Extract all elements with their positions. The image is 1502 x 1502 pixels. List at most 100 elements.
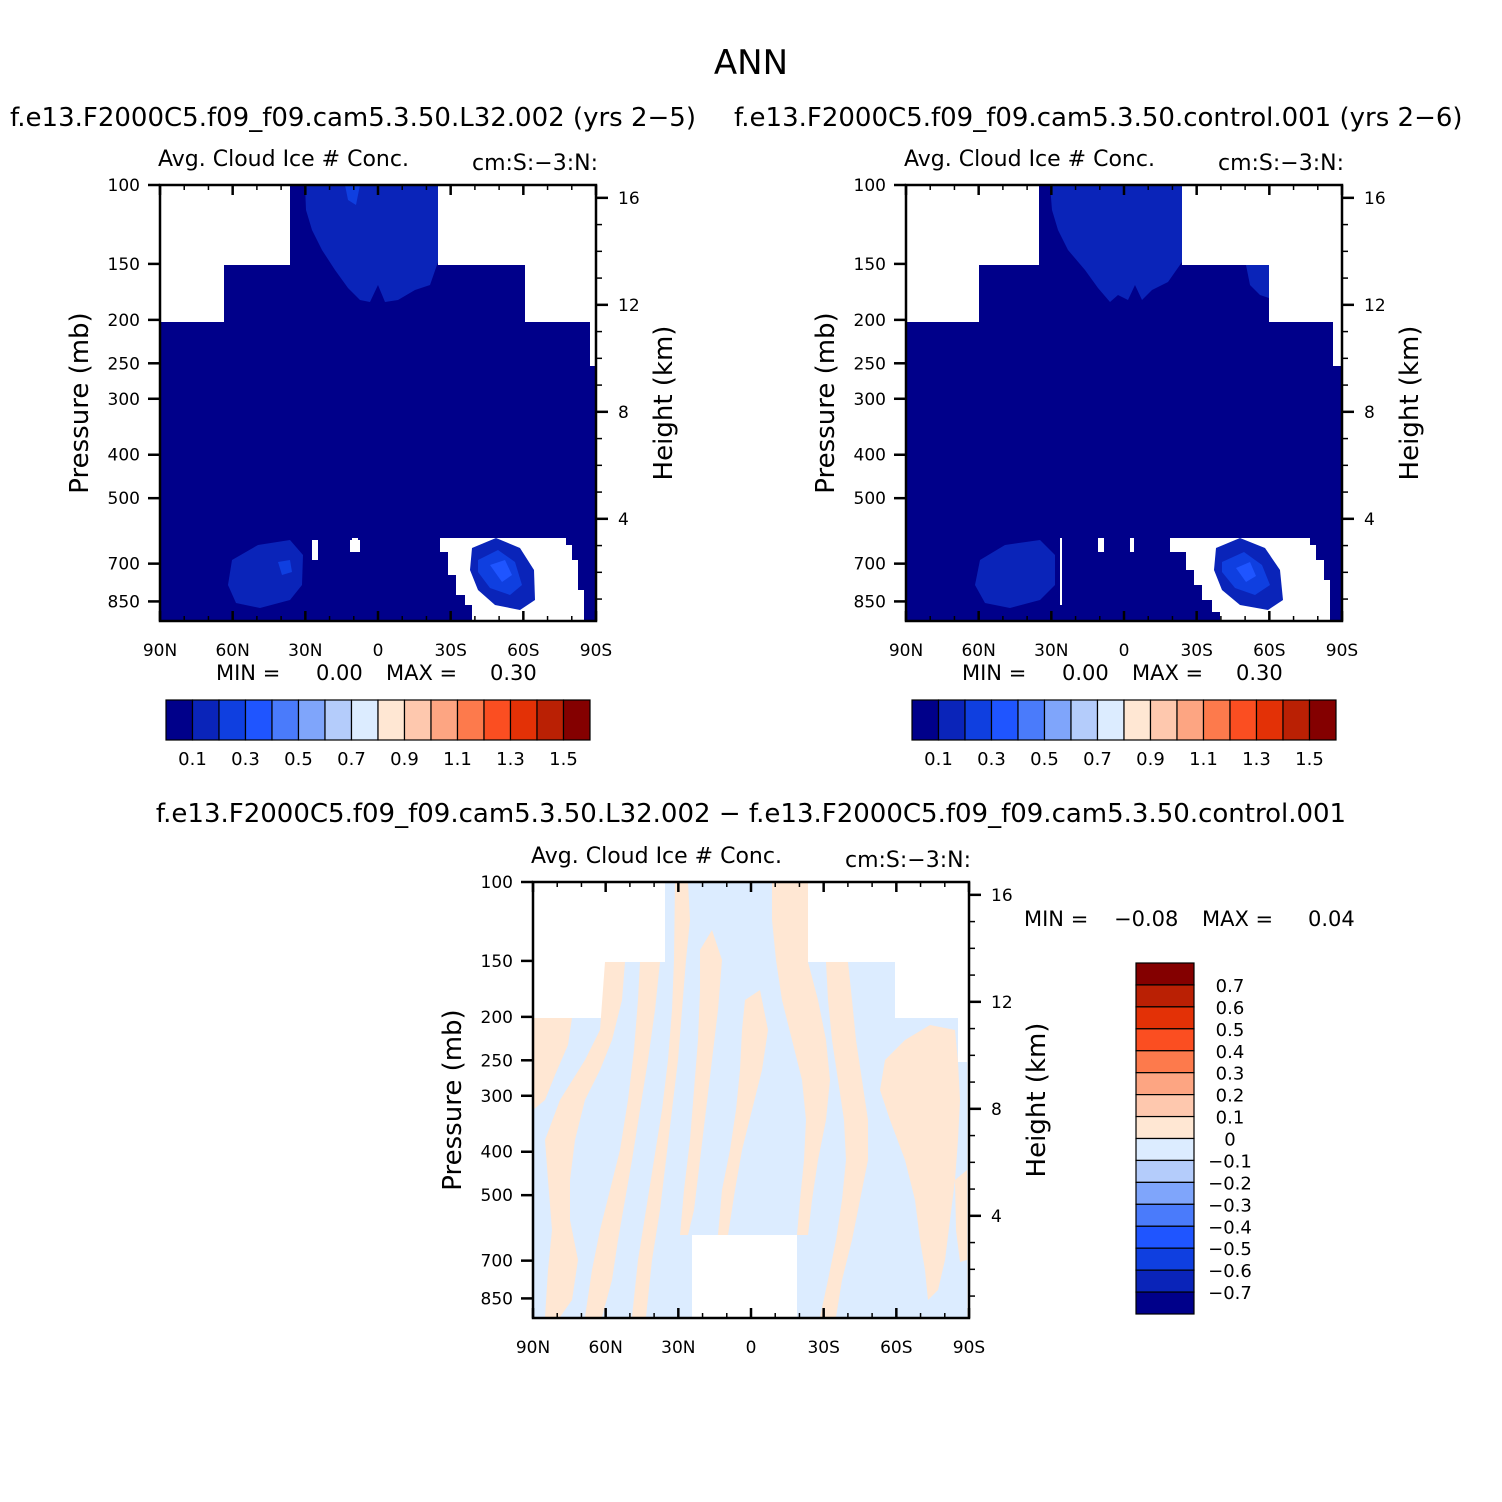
x-tick-label: 90N	[889, 641, 923, 661]
panel3-contour-field	[533, 882, 967, 1317]
colorbar-label: 0.9	[390, 749, 419, 770]
panel3-subtitle-right: cm:S:−3:N:	[845, 848, 971, 873]
y2-tick-label: 12	[618, 296, 640, 316]
panel-bottom-difference: f.e13.F2000C5.f09_f09.cam5.3.50.L32.002 …	[156, 799, 1355, 1358]
colorbar-swatch	[1255, 699, 1284, 741]
panel3-min-value: −0.08	[1114, 907, 1178, 931]
colorbar-swatch	[1135, 1094, 1195, 1118]
x-tick-label: 30N	[288, 641, 322, 661]
colorbar-label: 1.1	[443, 749, 472, 770]
y-tick-label: 250	[481, 1051, 513, 1071]
colorbar-label: 0.7	[1216, 976, 1245, 997]
x-tick-label: 60N	[588, 1338, 622, 1358]
panel-top-left: f.e13.F2000C5.f09_f09.cam5.3.50.L32.002 …	[10, 103, 696, 770]
page-title: ANN	[714, 43, 788, 83]
x-tick-label: 0	[1119, 641, 1130, 661]
panel1-y2-axis: 16 12 8 4	[596, 189, 640, 600]
y-tick-label: 850	[481, 1289, 513, 1309]
panel2-max-label: MAX =	[1132, 661, 1203, 685]
colorbar-swatch	[1282, 699, 1311, 741]
y2-tick-label: 8	[1364, 403, 1375, 423]
panel2-min-value: 0.00	[1062, 661, 1109, 685]
x-tick-label: 60S	[880, 1338, 912, 1358]
colorbar-label: 0.4	[1216, 1042, 1245, 1063]
y-tick-label: 300	[481, 1087, 513, 1107]
y2-tick-label: 8	[618, 403, 629, 423]
colorbar-swatch	[244, 699, 273, 741]
panel1-max-label: MAX =	[386, 661, 457, 685]
x-tick-label: 60S	[507, 641, 539, 661]
y-tick-label: 500	[854, 489, 886, 509]
colorbar-swatch	[1176, 699, 1205, 741]
x-tick-label: 90N	[143, 641, 177, 661]
panel2-x-axis: 90N 60N 30N 0 30S 60S 90S	[889, 185, 1358, 661]
panel3-max-value: 0.04	[1308, 907, 1355, 931]
colorbar-swatch	[403, 699, 432, 741]
colorbar-swatch	[483, 699, 512, 741]
x-tick-label: 30N	[661, 1338, 695, 1358]
x-tick-label: 90N	[516, 1338, 550, 1358]
y-tick-label: 200	[854, 311, 886, 331]
y-tick-label: 200	[108, 311, 140, 331]
panel1-title: f.e13.F2000C5.f09_f09.cam5.3.50.L32.002 …	[10, 103, 696, 133]
colorbar-swatch	[1123, 699, 1152, 741]
panel-top-right: f.e13.F2000C5.f09_f09.cam5.3.50.control.…	[734, 103, 1463, 770]
y2-tick-label: 12	[991, 993, 1013, 1013]
panel1-y2label: Height (km)	[649, 326, 679, 481]
panel1-subtitle-right: cm:S:−3:N:	[472, 151, 598, 176]
colorbar-label: 0.3	[231, 749, 260, 770]
colorbar-label: 0.1	[924, 749, 953, 770]
panel3-max-label: MAX =	[1202, 907, 1273, 931]
y2-tick-label: 4	[1364, 510, 1375, 530]
panel1-x-axis: 90N 60N 30N 0 30S 60S 90S	[143, 185, 612, 661]
y-tick-label: 150	[854, 255, 886, 275]
panel2-title: f.e13.F2000C5.f09_f09.cam5.3.50.control.…	[734, 103, 1463, 133]
y2-tick-label: 8	[991, 1100, 1002, 1120]
y2-tick-label: 16	[1364, 189, 1386, 209]
y-tick-label: 300	[854, 390, 886, 410]
colorbar-swatch	[1043, 699, 1072, 741]
y-tick-label: 200	[481, 1008, 513, 1028]
y-tick-label: 500	[481, 1186, 513, 1206]
y-tick-label: 100	[108, 176, 140, 196]
colorbar-label: 0.5	[284, 749, 313, 770]
colorbar-swatch	[1135, 1225, 1195, 1249]
colorbar-label: 0.5	[1030, 749, 1059, 770]
panel3-min-label: MIN =	[1024, 907, 1088, 931]
colorbar-label: 0.5	[1216, 1020, 1245, 1041]
x-tick-label: 60N	[215, 641, 249, 661]
panel1-min-label: MIN =	[216, 661, 280, 685]
panel1-contour-field	[160, 185, 596, 621]
colorbar-swatch	[536, 699, 565, 741]
x-tick-label: 30S	[1180, 641, 1212, 661]
colorbar-label: −0.6	[1208, 1261, 1252, 1282]
panel3-y-axis: 100 150 200 250 300 400 500 700 850	[481, 873, 533, 1309]
x-tick-label: 60N	[961, 641, 995, 661]
colorbar-swatch	[1135, 1181, 1195, 1205]
y2-tick-label: 16	[991, 886, 1013, 906]
y2-tick-label: 12	[1364, 296, 1386, 316]
y-tick-label: 400	[481, 1143, 513, 1163]
colorbar-swatch	[1149, 699, 1178, 741]
colorbar-label: 0	[1224, 1130, 1235, 1151]
colorbar-swatch	[1135, 962, 1195, 986]
y2-tick-label: 16	[618, 189, 640, 209]
y2-tick-label: 4	[991, 1207, 1002, 1227]
y-tick-label: 100	[854, 176, 886, 196]
panel2-contour-field	[906, 185, 1342, 621]
panel2-y2-axis: 16 12 8 4	[1342, 189, 1386, 600]
panel3-x-axis: 90N 60N 30N 0 30S 60S 90S	[516, 882, 985, 1358]
colorbar-swatch	[350, 699, 379, 741]
x-tick-label: 30N	[1034, 641, 1068, 661]
colorbar-label: 0.3	[977, 749, 1006, 770]
x-tick-label: 90S	[953, 1338, 985, 1358]
colorbar-swatch	[456, 699, 485, 741]
colorbar-label: 1.5	[1295, 749, 1324, 770]
colorbar-swatch	[1308, 699, 1337, 741]
panel3-y2label: Height (km)	[1022, 1023, 1052, 1178]
panel1-colorbar: 0.1 0.3 0.5 0.7 0.9 1.1 1.3 1.5	[165, 699, 591, 770]
colorbar-label: 0.7	[337, 749, 366, 770]
panel1-y-axis: 100 150 200 250 300 400 500 700 850	[108, 176, 160, 612]
panel2-min-label: MIN =	[962, 661, 1026, 685]
colorbar-label: −0.4	[1208, 1217, 1252, 1238]
